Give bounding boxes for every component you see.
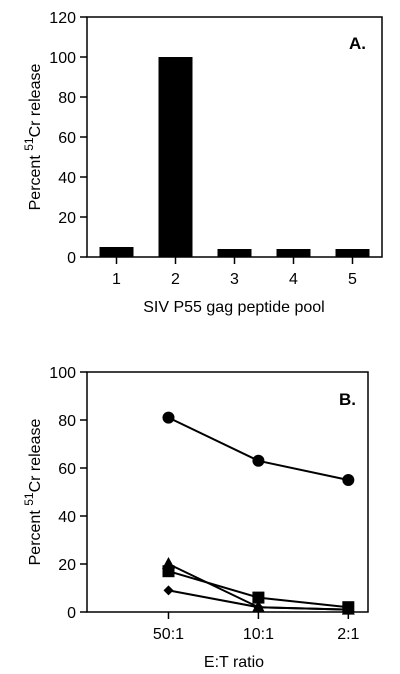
y-tick-label: 20 [58, 210, 76, 227]
y-tick-label: 100 [49, 365, 76, 382]
panel-a-y-title-suffix: Cr release [27, 64, 44, 138]
panel-a-bars [99, 57, 370, 257]
panel-a: 0 20 40 60 80 100 120 1 2 3 4 5 A. SIV P55 gag pep… [22, 10, 383, 316]
panel-a-y-title-prefix: Percent [27, 151, 44, 211]
marker-diamond [163, 585, 174, 596]
x-tick-label: 1 [112, 271, 121, 288]
y-tick-label: 0 [67, 605, 76, 622]
x-tick-label: 3 [230, 271, 239, 288]
panel-a-plot-frame [86, 16, 383, 258]
bar-1 [99, 247, 134, 257]
y-tick-label: 0 [67, 250, 76, 267]
panel-b-x-axis-title: E:T ratio [204, 654, 264, 671]
y-tick-label: 20 [58, 557, 76, 574]
panel-b: 0 20 40 60 80 100 50:1 10:1 2:1 B. E:T ratio Pe… [22, 365, 369, 671]
panel-b-series-lines [168, 416, 349, 611]
y-tick-label: 60 [58, 130, 76, 147]
marker-circle [342, 474, 355, 486]
y-tick-label: 40 [58, 509, 76, 526]
panel-a-label: A. [349, 34, 366, 53]
marker-diamond [253, 602, 264, 613]
y-tick-label: 80 [58, 90, 76, 107]
panel-b-y-title-prefix: Percent [27, 506, 44, 566]
x-tick-label: 10:1 [243, 626, 274, 643]
x-tick-label: 2:1 [337, 626, 359, 643]
panel-b-y-title-sup: 51 [22, 492, 36, 506]
panel-b-y-ticks: 0 20 40 60 80 100 [49, 365, 87, 622]
bar-4 [276, 249, 311, 257]
y-tick-label: 40 [58, 170, 76, 187]
panel-a-y-title-sup: 51 [22, 137, 36, 151]
marker-diamond [343, 604, 354, 615]
x-tick-label: 50:1 [153, 626, 184, 643]
bar-3 [217, 249, 252, 257]
bar-5 [335, 249, 370, 257]
panel-b-x-ticks: 50:1 10:1 2:1 [153, 612, 360, 643]
bar-2 [158, 57, 193, 257]
x-tick-label: 2 [171, 271, 180, 288]
marker-square [252, 591, 265, 604]
y-tick-label: 60 [58, 461, 76, 478]
series-line-circle [168, 416, 349, 481]
panel-b-markers [161, 411, 355, 615]
marker-square [162, 565, 175, 578]
panel-b-y-axis-title: Percent 51Cr release [22, 419, 44, 566]
y-tick-label: 100 [49, 50, 76, 67]
y-tick-label: 80 [58, 413, 76, 430]
x-tick-label: 5 [348, 271, 357, 288]
panel-a-y-ticks: 0 20 40 60 80 100 120 [49, 10, 87, 267]
panel-a-y-axis-title: Percent 51Cr release [22, 64, 44, 211]
panel-b-label: B. [339, 390, 356, 409]
x-tick-label: 4 [289, 271, 298, 288]
panel-b-plot-frame [86, 371, 369, 613]
panel-b-y-title-suffix: Cr release [27, 419, 44, 493]
panel-a-x-ticks: 1 2 3 4 5 [112, 257, 357, 288]
marker-circle [252, 454, 265, 467]
marker-circle [162, 411, 175, 424]
y-tick-label: 120 [49, 10, 76, 27]
panel-a-x-axis-title: SIV P55 gag peptide pool [143, 299, 324, 316]
